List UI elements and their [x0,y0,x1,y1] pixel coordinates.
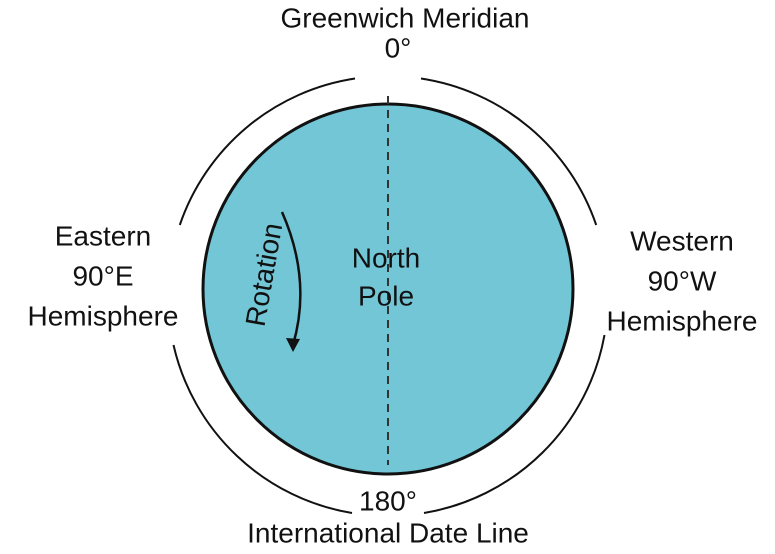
left-line: Eastern [55,220,152,251]
bottom-label: International Date Line [247,517,529,548]
rotation-arrow [280,211,302,346]
top-label: Greenwich Meridian [281,2,530,33]
left-line: 90°E [72,260,133,291]
ring-arc [172,344,353,514]
top-degree: 0° [385,32,412,63]
outer-ring [172,77,606,514]
ring-arc [178,77,356,226]
right-line: Western [630,225,734,256]
right-line: 90°W [648,265,717,296]
center-line: North [352,242,420,273]
ring-arc [423,334,606,514]
ring-arc [420,77,598,226]
right-line: Hemisphere [607,305,758,336]
left-line: Hemisphere [28,300,179,331]
bottom-degree: 180° [359,485,417,516]
center-line: Pole [358,280,414,311]
arrow-head [286,338,300,352]
